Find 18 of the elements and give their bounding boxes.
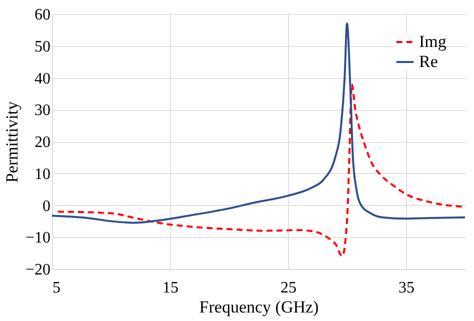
y-tick-label: 0 (42, 198, 50, 215)
legend-label: Re (419, 52, 438, 71)
line-series (51, 22, 466, 224)
x-axis-title: Frequency (GHz) (199, 298, 319, 316)
y-tick-label: 10 (34, 166, 50, 183)
y-axis-title: Permittivity (2, 100, 22, 183)
x-tick-label: 35 (398, 280, 414, 296)
y-tick-label: −10 (25, 230, 50, 247)
x-tick-label: 15 (162, 280, 178, 296)
y-tick-label: 60 (34, 6, 50, 24)
y-tick-label: 30 (34, 102, 50, 120)
x-tick-label: 25 (280, 280, 296, 296)
x-tick-label: 5 (52, 280, 60, 296)
legend-label: Img (419, 32, 447, 51)
y-tick-label: 20 (34, 134, 50, 151)
y-tick-label: 40 (34, 70, 50, 88)
y-tick-label: 50 (34, 38, 50, 56)
y-tick-label: −20 (25, 262, 50, 278)
